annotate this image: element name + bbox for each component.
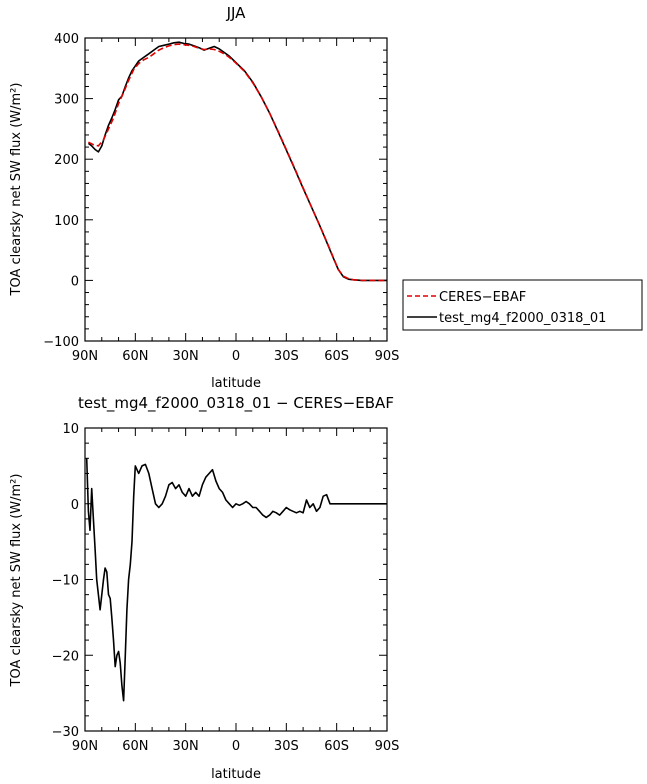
bottom-x-tick-label: 60S [324,739,349,754]
top-x-tick-label: 0 [232,349,240,364]
top-y-tick-label: 200 [54,153,79,168]
bottom-x-tick-label: 30S [274,739,299,754]
legend-label-ceres: CERES−EBAF [439,290,526,305]
bottom-y-tick-label: −10 [52,574,79,589]
bottom-x-tick-label: 90N [72,739,98,754]
top-series [87,41,387,282]
top-x-tick-label: 30S [274,349,299,364]
bottom-x-ticks: 90N 60N 30N 0 30S 60S 90S [72,428,400,754]
bottom-x-tick-label: 0 [232,739,240,754]
bottom-x-axis-label: latitude [211,767,261,782]
bottom-x-tick-label: 60N [122,739,148,754]
top-y-tick-label: 400 [54,32,79,47]
bottom-panel: test_mg4_f2000_0318_01 − CERES−EBAF −30−… [9,394,399,782]
top-y-axis-label: TOA clearsky net SW flux (W/m²) [9,83,24,297]
bottom-y-tick-label: −20 [52,649,79,664]
bottom-x-tick-label: 90S [375,739,400,754]
top-x-tick-label: 60N [122,349,148,364]
top-x-ticks: 90N 60N 30N 0 30S 60S 90S [72,38,400,364]
legend-box [402,279,643,331]
bottom-plot-frame [84,427,388,732]
top-chart-title: JJA [226,4,247,22]
top-y-tick-label: −100 [43,335,79,350]
top-x-tick-label: 60S [324,349,349,364]
bottom-x-tick-label: 30N [173,739,199,754]
bottom-chart-title: test_mg4_f2000_0318_01 − CERES−EBAF [78,394,394,413]
top-x-tick-label: 30N [173,349,199,364]
top-plot-frame [84,37,388,342]
bottom-y-axis-label: TOA clearsky net SW flux (W/m²) [9,474,24,688]
bottom-y-tick-label: 0 [71,498,79,513]
top-x-tick-label: 90S [375,349,400,364]
top-x-axis-label: latitude [211,376,261,391]
top-y-tick-label: 0 [71,274,79,289]
top-series-line-1 [87,41,387,282]
top-y-tick-label: 300 [54,93,79,108]
bottom-y-tick-label: −30 [52,725,79,740]
bottom-series-line-0 [85,458,387,702]
top-y-tick-label: 100 [54,214,79,229]
legend-label-test: test_mg4_f2000_0318_01 [439,311,606,326]
bottom-series [85,458,387,702]
legend: CERES−EBAF test_mg4_f2000_0318_01 [402,279,643,331]
top-series-line-0 [88,43,387,282]
top-x-tick-label: 90N [72,349,98,364]
bottom-y-tick-label: 10 [62,422,79,437]
top-y-ticks: −100 0 100 200 300 400 [43,32,387,350]
bottom-y-ticks: −30 −20 −10 0 10 [52,422,387,740]
